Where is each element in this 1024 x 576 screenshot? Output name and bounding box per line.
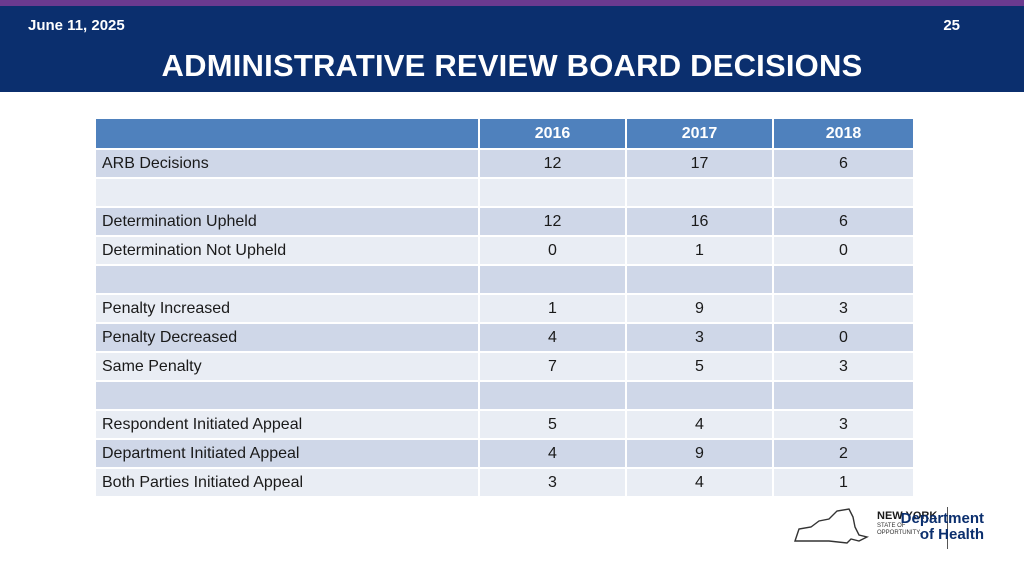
cell-2017 (625, 177, 774, 208)
row-label: Both Parties Initiated Appeal (94, 467, 480, 498)
row-label: Department Initiated Appeal (94, 438, 480, 469)
cell-2016: 1 (478, 293, 627, 324)
cell-2016 (478, 177, 627, 208)
slide-header: June 11, 2025 25 ADMINISTRATIVE REVIEW B… (0, 6, 1024, 92)
table-header-row: 2016 2017 2018 (94, 117, 915, 150)
cell-2017: 5 (625, 351, 774, 382)
table-row: Respondent Initiated Appeal 5 4 3 (94, 409, 915, 440)
table-row: Determination Not Upheld 0 1 0 (94, 235, 915, 266)
cell-2017: 4 (625, 409, 774, 440)
row-label (94, 264, 480, 295)
cell-2017: 3 (625, 322, 774, 353)
cell-2016: 5 (478, 409, 627, 440)
row-label: ARB Decisions (94, 148, 480, 179)
cell-2018: 0 (772, 235, 915, 266)
column-header-label (94, 117, 480, 150)
column-header-2016: 2016 (478, 117, 627, 150)
cell-2017: 9 (625, 293, 774, 324)
slide-date: June 11, 2025 (28, 17, 125, 34)
row-label: Same Penalty (94, 351, 480, 382)
doh-line1: Department (900, 510, 984, 527)
ny-state-wordmark: NEW YORK (877, 510, 938, 522)
table-row: Department Initiated Appeal 4 9 2 (94, 438, 915, 469)
cell-2017: 9 (625, 438, 774, 469)
cell-2016 (478, 264, 627, 295)
cell-2017 (625, 264, 774, 295)
ny-tagline-line2: OPPORTUNITY. (877, 530, 922, 536)
ny-tagline-line1: STATE OF (877, 523, 906, 529)
cell-2017: 16 (625, 206, 774, 237)
cell-2016: 4 (478, 438, 627, 469)
cell-2016 (478, 380, 627, 411)
cell-2018 (772, 380, 915, 411)
table-row-spacer (94, 177, 915, 208)
row-label: Respondent Initiated Appeal (94, 409, 480, 440)
top-accent-stripe (0, 0, 1024, 6)
cell-2016: 3 (478, 467, 627, 498)
ny-state-tagline: STATE OF OPPORTUNITY. (877, 523, 921, 537)
row-label (94, 177, 480, 208)
table-row: Both Parties Initiated Appeal 3 4 1 (94, 467, 915, 498)
table-row: Same Penalty 7 5 3 (94, 351, 915, 382)
cell-2018: 0 (772, 322, 915, 353)
cell-2017: 1 (625, 235, 774, 266)
arb-decisions-table: 2016 2017 2018 ARB Decisions 12 17 6 Det… (94, 117, 915, 498)
table-row: Penalty Decreased 4 3 0 (94, 322, 915, 353)
cell-2018: 3 (772, 293, 915, 324)
cell-2018: 3 (772, 351, 915, 382)
cell-2017 (625, 380, 774, 411)
cell-2017: 17 (625, 148, 774, 179)
logo-divider (947, 507, 948, 549)
cell-2018: 2 (772, 438, 915, 469)
row-label: Determination Not Upheld (94, 235, 480, 266)
cell-2016: 7 (478, 351, 627, 382)
nys-department-of-health-logo: NEW YORK STATE OF OPPORTUNITY. Departmen… (789, 505, 989, 555)
table-row: Determination Upheld 12 16 6 (94, 206, 915, 237)
row-label: Penalty Decreased (94, 322, 480, 353)
cell-2016: 4 (478, 322, 627, 353)
cell-2018: 3 (772, 409, 915, 440)
column-header-2018: 2018 (772, 117, 915, 150)
new-york-state-map-icon (794, 508, 870, 544)
cell-2016: 0 (478, 235, 627, 266)
slide-title: ADMINISTRATIVE REVIEW BOARD DECISIONS (161, 48, 863, 83)
row-label: Determination Upheld (94, 206, 480, 237)
cell-2018: 6 (772, 148, 915, 179)
department-of-health-wordmark: Department of Health (889, 511, 984, 543)
cell-2018 (772, 264, 915, 295)
table-row: Penalty Increased 1 9 3 (94, 293, 915, 324)
cell-2017: 4 (625, 467, 774, 498)
cell-2018: 6 (772, 206, 915, 237)
doh-line2: of Health (919, 526, 984, 543)
column-header-2017: 2017 (625, 117, 774, 150)
table-row-spacer (94, 264, 915, 295)
page-number: 25 (943, 17, 960, 34)
row-label (94, 380, 480, 411)
table-row-spacer (94, 380, 915, 411)
cell-2016: 12 (478, 148, 627, 179)
cell-2016: 12 (478, 206, 627, 237)
row-label: Penalty Increased (94, 293, 480, 324)
cell-2018 (772, 177, 915, 208)
cell-2018: 1 (772, 467, 915, 498)
table-row: ARB Decisions 12 17 6 (94, 148, 915, 179)
